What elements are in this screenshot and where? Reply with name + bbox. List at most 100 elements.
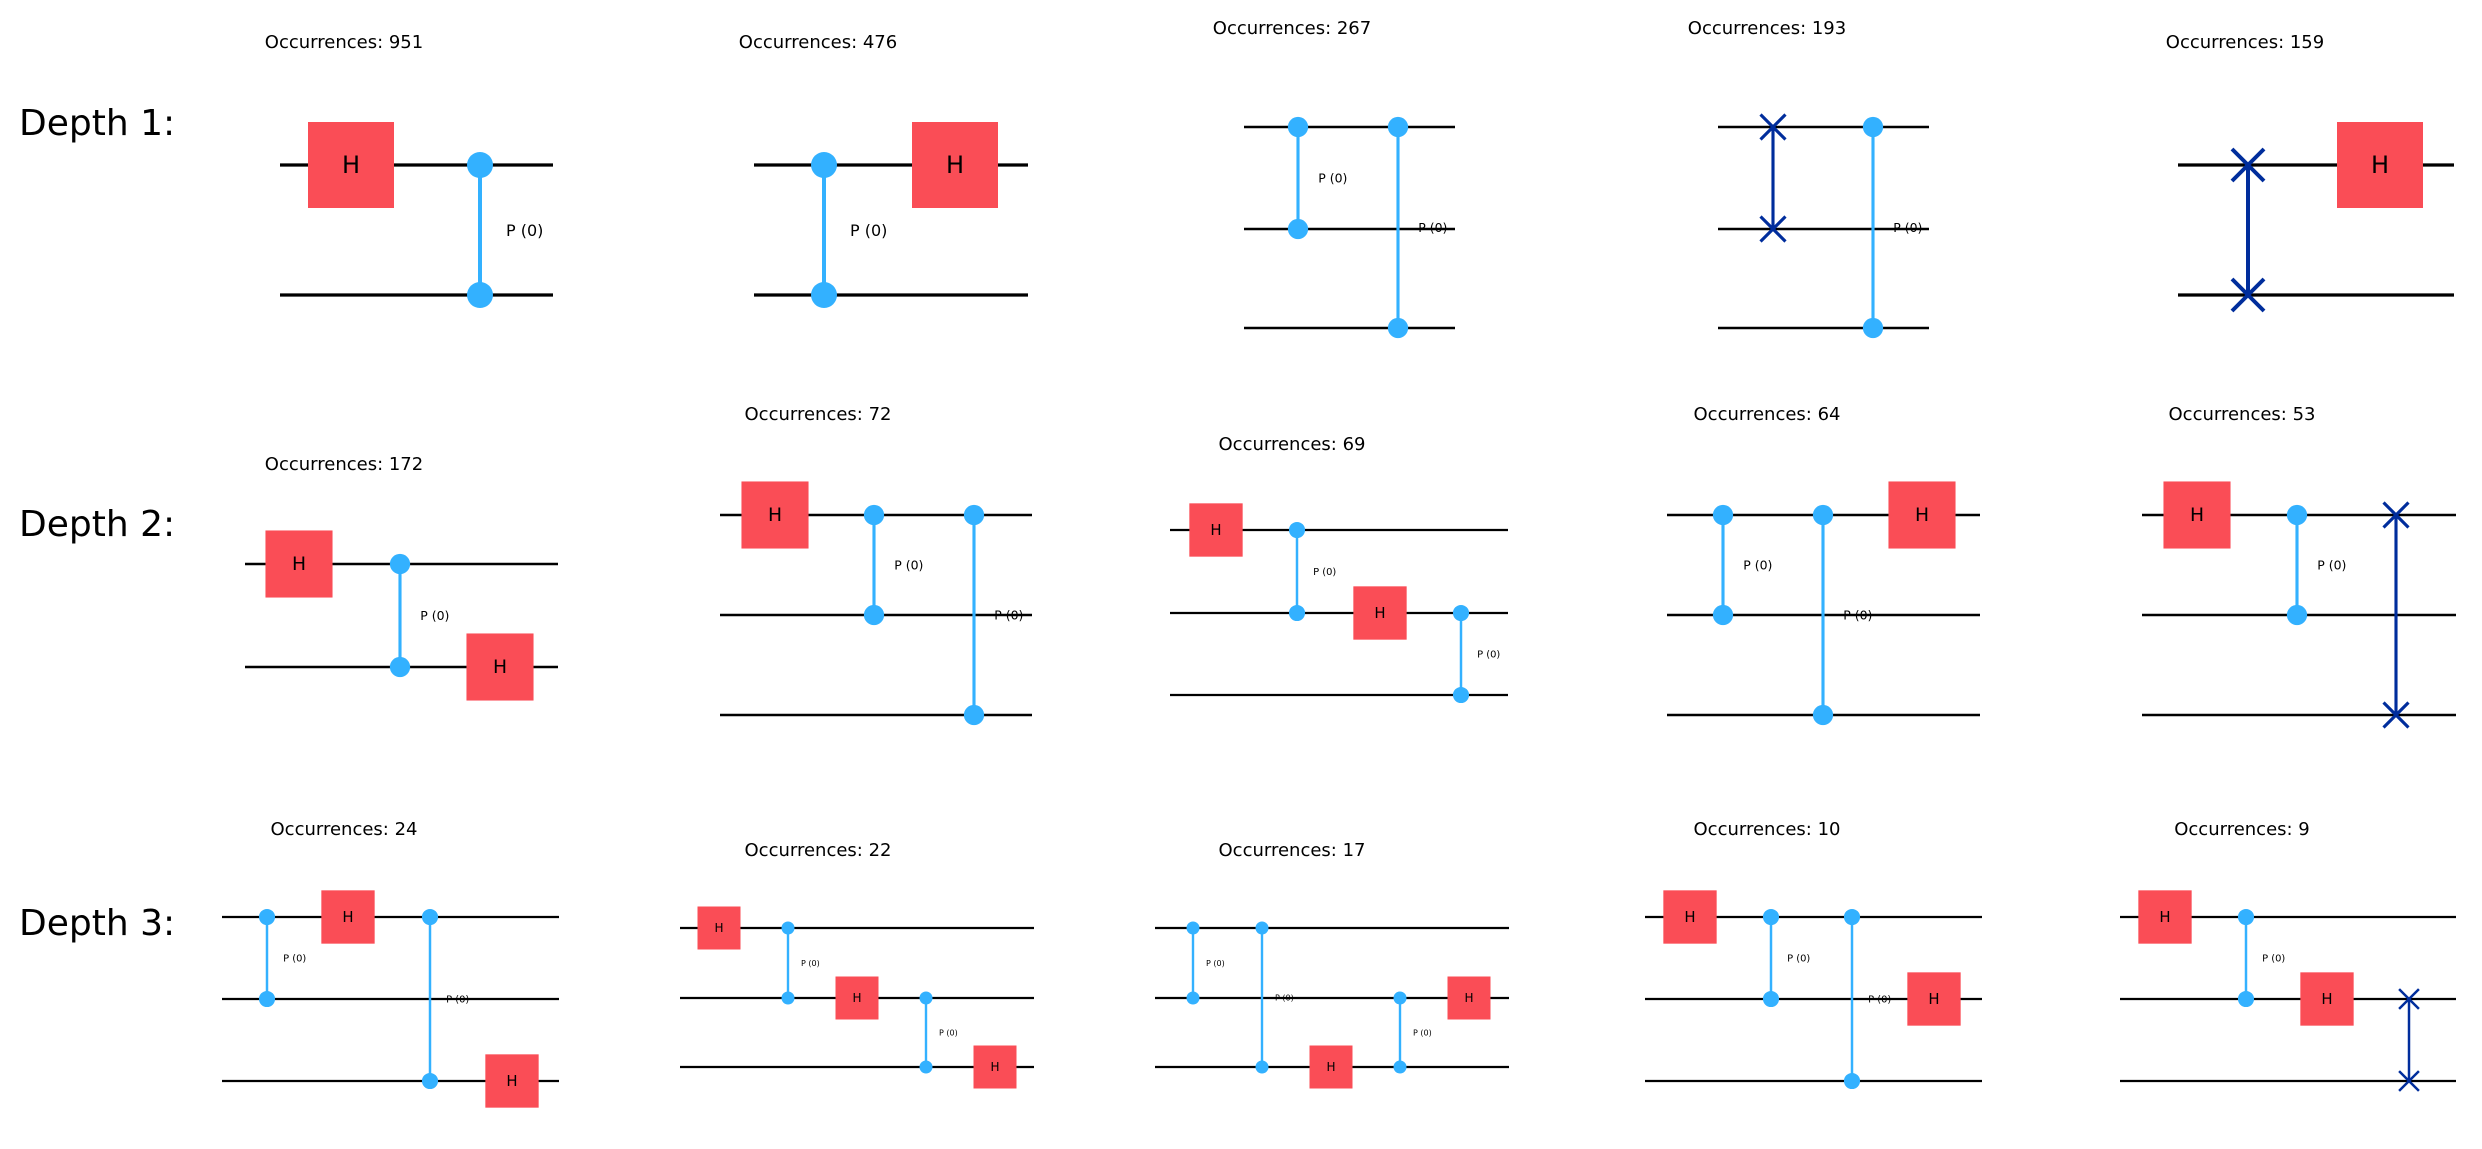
p-gate-control-dot <box>467 152 493 178</box>
p-gate-control-dot <box>1288 521 1306 539</box>
h-gate-label: H <box>342 908 353 926</box>
h-gate <box>973 1045 1017 1089</box>
p-gate-label: P (0) <box>506 221 543 240</box>
h-gate <box>741 481 809 549</box>
p-gate-label: P (0) <box>1275 994 1294 1003</box>
circuit-panel: Occurrences: 159 H <box>2166 32 2454 313</box>
p-gate-label: P (0) <box>2262 954 2285 965</box>
p-gate-control-dot <box>1862 317 1884 339</box>
p-gate-label: P (0) <box>283 954 306 965</box>
p-gate-label: P (0) <box>1743 558 1772 573</box>
p-gate-control-dot <box>1186 921 1200 935</box>
h-gate <box>2337 122 2423 208</box>
circuit-panel: Occurrences: 172 H P (0) H <box>245 454 558 701</box>
p-gate-control-dot <box>421 1072 439 1090</box>
p-gate-control-dot <box>1288 604 1306 622</box>
occurrences-label: Occurrences: 193 <box>1688 18 1846 39</box>
occurrences-label: Occurrences: 172 <box>265 454 423 475</box>
p-gate-label: P (0) <box>1868 995 1891 1006</box>
p-gate-control-dot <box>1843 908 1861 926</box>
occurrences-label: Occurrences: 53 <box>2169 404 2316 425</box>
h-gate <box>1353 586 1407 640</box>
p-gate-control-dot <box>258 908 276 926</box>
swap-cross-icon <box>2398 988 2420 1010</box>
circuit-panel: Occurrences: 10 H P (0) P (0) H <box>1645 819 1982 1090</box>
h-gate <box>912 122 998 208</box>
p-gate-control-dot <box>2237 908 2255 926</box>
h-gate-label: H <box>946 151 964 179</box>
h-gate-label: H <box>2371 151 2389 179</box>
p-gate-control-dot <box>1762 908 1780 926</box>
occurrences-label: Occurrences: 476 <box>739 32 897 53</box>
h-gate <box>2163 481 2231 549</box>
h-gate-label: H <box>852 991 861 1005</box>
h-gate <box>697 906 741 950</box>
p-gate-control-dot <box>1186 991 1200 1005</box>
h-gate <box>1447 976 1491 1020</box>
p-gate-control-dot <box>1862 116 1884 138</box>
h-gate-label: H <box>990 1060 999 1074</box>
circuit-panel: Occurrences: 17 P (0) P (0) H P (0) H <box>1155 840 1509 1089</box>
p-gate-label: P (0) <box>894 558 923 573</box>
p-gate-control-dot <box>467 282 493 308</box>
h-gate <box>1663 890 1717 944</box>
occurrences-label: Occurrences: 10 <box>1694 819 1841 840</box>
p-gate-label: P (0) <box>420 608 449 623</box>
p-gate-control-dot <box>963 504 985 526</box>
circuit-panel: Occurrences: 267 P (0) P (0) <box>1213 18 1455 339</box>
p-gate-control-dot <box>1287 116 1309 138</box>
p-gate-label: P (0) <box>1206 959 1225 968</box>
circuit-panel: Occurrences: 9 H P (0) H <box>2120 819 2456 1092</box>
p-gate-label: P (0) <box>2317 558 2346 573</box>
h-gate-label: H <box>1326 1060 1335 1074</box>
p-gate-control-dot <box>1712 504 1734 526</box>
swap-cross-icon <box>2230 277 2266 313</box>
p-gate-control-dot <box>1255 1060 1269 1074</box>
h-gate <box>1888 481 1956 549</box>
circuit-panel: Occurrences: 476 P (0) H <box>739 32 1028 308</box>
circuit-panel: Occurrences: 193 P (0) <box>1688 18 1929 339</box>
h-gate-label: H <box>506 1072 517 1090</box>
h-gate-label: H <box>1915 505 1929 526</box>
p-gate-control-dot <box>811 282 837 308</box>
h-gate <box>321 890 375 944</box>
p-gate-control-dot <box>1812 504 1834 526</box>
occurrences-label: Occurrences: 17 <box>1219 840 1366 861</box>
swap-cross-icon <box>2382 501 2410 529</box>
h-gate-label: H <box>2159 908 2170 926</box>
h-gate <box>2138 890 2192 944</box>
p-gate-control-dot <box>2286 604 2308 626</box>
circuit-panel: Occurrences: 69 H P (0) H P (0) <box>1170 434 1508 704</box>
swap-cross-icon <box>2398 1070 2420 1092</box>
h-gate-label: H <box>2321 990 2332 1008</box>
h-gate <box>485 1054 539 1108</box>
h-gate-label: H <box>1374 604 1385 622</box>
occurrences-label: Occurrences: 22 <box>745 840 892 861</box>
p-gate-control-dot <box>963 704 985 726</box>
h-gate <box>835 976 879 1020</box>
circuit-panel: Occurrences: 53 H P (0) <box>2142 404 2456 729</box>
p-gate-label: P (0) <box>1843 608 1872 623</box>
circuit-panel: Occurrences: 22 H P (0) H P (0) H <box>680 840 1034 1089</box>
p-gate-control-dot <box>421 908 439 926</box>
p-gate-control-dot <box>919 1060 933 1074</box>
p-gate-control-dot <box>781 921 795 935</box>
p-gate-control-dot <box>389 656 411 678</box>
p-gate-control-dot <box>1387 116 1409 138</box>
p-gate-control-dot <box>1812 704 1834 726</box>
h-gate-label: H <box>714 921 723 935</box>
h-gate <box>1189 503 1243 557</box>
p-gate-label: P (0) <box>1318 171 1347 186</box>
p-gate-label: P (0) <box>1313 567 1336 578</box>
p-gate-label: P (0) <box>994 608 1023 623</box>
p-gate-control-dot <box>1393 1060 1407 1074</box>
p-gate-control-dot <box>389 553 411 575</box>
p-gate-control-dot <box>258 990 276 1008</box>
h-gate <box>308 122 394 208</box>
h-gate-label: H <box>1210 521 1221 539</box>
p-gate-label: P (0) <box>1893 220 1922 235</box>
h-gate-label: H <box>1684 908 1695 926</box>
p-gate-label: P (0) <box>939 1029 958 1038</box>
p-gate-label: P (0) <box>446 995 469 1006</box>
